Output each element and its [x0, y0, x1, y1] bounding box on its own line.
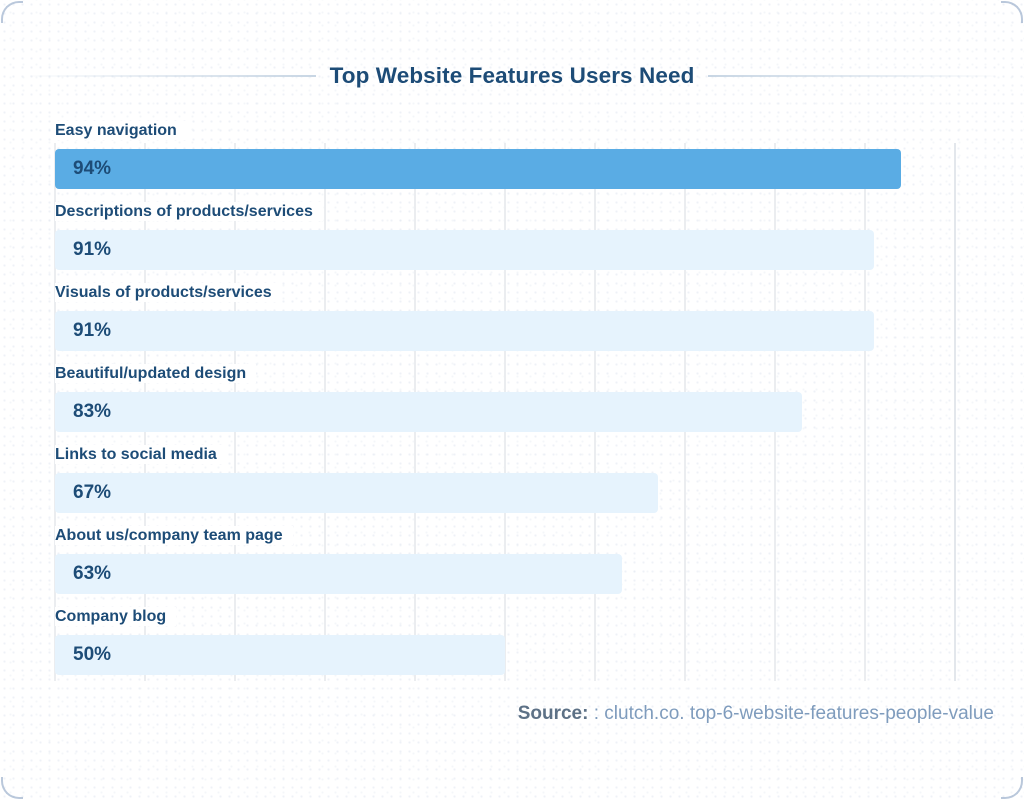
bar-category-label: Visuals of products/services	[55, 283, 282, 302]
source-label: Source:	[517, 703, 589, 724]
page-title: Top Website Features Users Need	[329, 63, 695, 88]
bar: 94%	[55, 149, 901, 189]
title-divider-right	[708, 75, 995, 77]
gridline	[864, 143, 866, 681]
bar: 83%	[55, 392, 802, 432]
chart-header: Top Website Features Users Need	[30, 60, 995, 92]
bar: 50%	[55, 635, 505, 675]
bar-value-label: 83%	[73, 401, 112, 422]
bar: 63%	[55, 554, 622, 594]
bar-value-label: 67%	[73, 482, 112, 503]
bar: 67%	[55, 473, 658, 513]
title-divider-left	[30, 75, 316, 77]
card-corner-bottom-right	[1001, 777, 1023, 799]
bar-category-label: Easy navigation	[55, 121, 187, 140]
bar-row: Links to social media 67%	[55, 445, 955, 513]
bar-row: Beautiful/updated design 83%	[55, 364, 955, 432]
bar-chart: Easy navigation 94% Descriptions of produc…	[54, 121, 956, 681]
bar-value-label: 63%	[73, 563, 112, 584]
gridline	[954, 143, 956, 681]
bar-value-label: 50%	[73, 644, 112, 665]
source-line: Source: : clutch.co. top-6-website-featu…	[518, 703, 994, 725]
bar-row: Visuals of products/services 91%	[55, 283, 955, 351]
bar-category-label: Links to social media	[55, 445, 227, 464]
bar-row: Company blog 50%	[55, 607, 955, 675]
bar-value-label: 94%	[73, 158, 112, 179]
bar-row: Easy navigation 94%	[55, 121, 955, 189]
card-corner-top-right	[1001, 1, 1023, 23]
source-text: : clutch.co. top-6-website-features-peop…	[588, 703, 994, 724]
card-corner-bottom-left	[1, 777, 23, 799]
bar-category-label: About us/company team page	[55, 526, 293, 545]
bar-category-label: Company blog	[55, 607, 177, 626]
bar-row: Descriptions of products/services 91%	[55, 202, 955, 270]
bar-rows: Easy navigation 94% Descriptions of produc…	[55, 121, 955, 675]
bar: 91%	[55, 230, 874, 270]
bar-value-label: 91%	[73, 320, 112, 341]
bar-row: About us/company team page 63%	[55, 526, 955, 594]
bar: 91%	[55, 311, 874, 351]
bar-value-label: 91%	[73, 239, 112, 260]
bar-category-label: Descriptions of products/services	[55, 202, 323, 221]
bar-category-label: Beautiful/updated design	[55, 364, 257, 383]
card-corner-top-left	[1, 1, 23, 23]
